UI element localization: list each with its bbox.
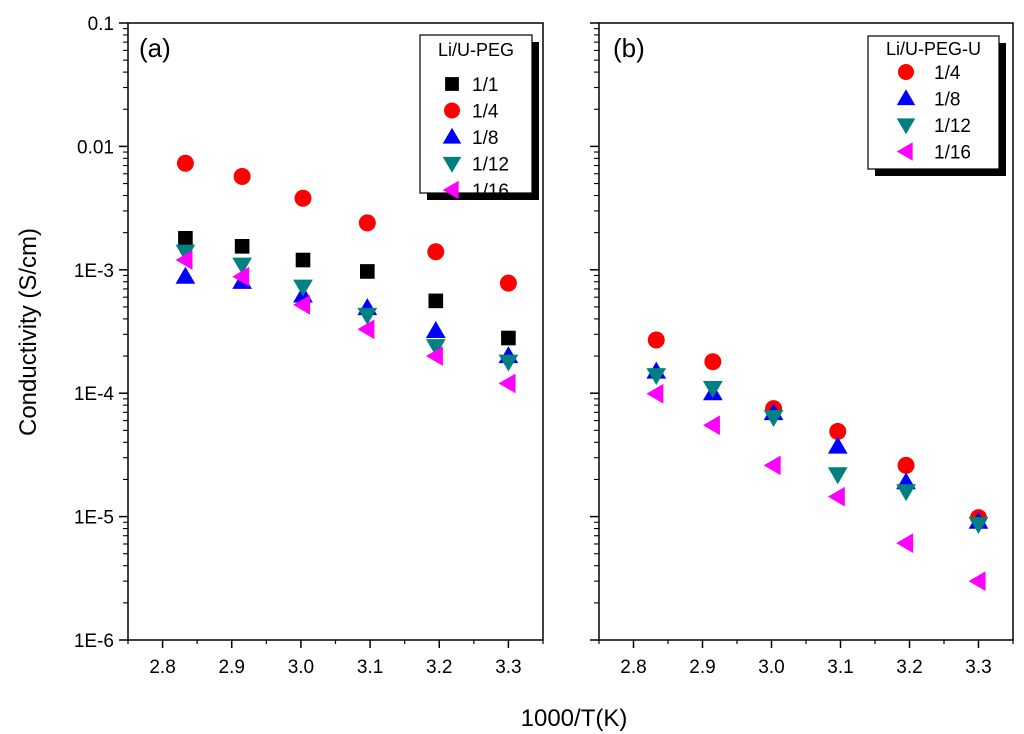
x-tick-label: 2.9 xyxy=(219,657,245,678)
legend-label: 1/16 xyxy=(934,143,971,164)
legend-marker-1-16 xyxy=(442,180,459,200)
x-axis-title: 1000/T(K) xyxy=(521,705,628,732)
legend-label: 1/12 xyxy=(934,116,971,137)
data-point-1-8 xyxy=(827,436,848,454)
data-point-1-4 xyxy=(704,353,722,371)
x-tick-label: 2.8 xyxy=(149,657,175,678)
panel-b: 2.8 2.9 3.0 3.1 3.2 3.3 (b) Li/U-PEG-U 1/4 1/8 1/1… xyxy=(590,22,1014,678)
y-tick-label: 1E-3 xyxy=(74,261,114,282)
x-tick-label: 3.3 xyxy=(965,657,991,678)
x-tick-label: 3.2 xyxy=(896,657,922,678)
data-point-1-12 xyxy=(896,484,916,502)
data-point-1-16 xyxy=(896,533,914,553)
data-point-1-4 xyxy=(647,331,665,349)
data-point-1-12 xyxy=(827,467,848,485)
data-point-1-12 xyxy=(702,380,723,398)
data-point-1-12 xyxy=(425,339,446,357)
data-point-1-1 xyxy=(234,239,250,254)
legend-label: 1/1 xyxy=(472,75,498,96)
legend-marker-1-4 xyxy=(444,102,460,119)
legend-title: Li/U-PEG xyxy=(438,40,514,60)
data-point-1-12 xyxy=(498,354,519,372)
y-tick-label: 1E-4 xyxy=(74,384,115,405)
data-point-1-16 xyxy=(968,571,986,591)
data-point-1-4 xyxy=(427,243,445,261)
data-point-1-4 xyxy=(499,274,517,292)
data-point-1-12 xyxy=(232,257,252,275)
data-point-1-4 xyxy=(176,154,194,172)
panel-label: (b) xyxy=(613,33,645,63)
legend-title: Li/U-PEG-U xyxy=(886,39,981,59)
data-point-1-1 xyxy=(178,230,193,246)
data-point-1-16 xyxy=(175,250,193,270)
legend-label: 1/8 xyxy=(934,90,960,111)
data-point-1-16 xyxy=(702,415,720,436)
panel-label: (a) xyxy=(139,33,171,63)
x-tick-label: 3.1 xyxy=(827,657,853,678)
y-tick-label: 1E-5 xyxy=(74,508,114,529)
legend: Li/U-PEG-U 1/4 1/8 1/12 1/16 xyxy=(867,35,1006,176)
data-point-1-16 xyxy=(425,346,443,366)
data-point-1-16 xyxy=(293,294,311,315)
legend-marker-1-12 xyxy=(896,118,916,135)
data-point-1-4 xyxy=(294,189,312,207)
x-tick-label: 3.0 xyxy=(288,657,314,678)
data-point-1-4 xyxy=(897,456,915,474)
legend-marker-1-4 xyxy=(898,64,914,80)
data-point-1-1 xyxy=(501,330,516,346)
legend-box xyxy=(867,35,1000,170)
legend-label: 1/4 xyxy=(472,102,499,123)
data-point-1-12 xyxy=(763,410,784,427)
data-point-1-4 xyxy=(829,422,847,440)
legend-label: 1/16 xyxy=(472,181,509,202)
data-point-1-4 xyxy=(358,214,376,232)
data-point-1-12 xyxy=(646,368,667,386)
y-tick-label: 1E-6 xyxy=(74,631,114,652)
data-point-1-16 xyxy=(357,319,375,340)
legend-label: 1/4 xyxy=(934,63,961,84)
x-tick-label: 3.1 xyxy=(357,657,383,678)
data-point-1-1 xyxy=(428,293,444,309)
data-point-1-8 xyxy=(425,321,446,338)
x-tick-label: 3.0 xyxy=(758,657,784,678)
x-tick-label: 3.3 xyxy=(495,657,521,678)
data-point-1-12 xyxy=(293,279,313,297)
legend-marker-1-12 xyxy=(442,156,462,173)
data-point-1-16 xyxy=(646,383,664,404)
legend-marker-1-1 xyxy=(445,77,459,91)
y-axis-title: Conductivity (S/cm) xyxy=(15,228,42,436)
data-point-1-8 xyxy=(175,266,196,284)
legend-marker-1-8 xyxy=(442,127,462,144)
data-point-1-16 xyxy=(498,373,516,394)
y-tick-label: 0.1 xyxy=(88,14,114,35)
x-tick-label: 2.8 xyxy=(620,657,646,678)
y-tick-label: 0.01 xyxy=(77,137,114,158)
legend-marker-1-8 xyxy=(896,89,916,106)
x-tick-label: 3.2 xyxy=(426,657,452,678)
panel-a: 2.8 2.9 3.0 3.1 3.2 3.3 0.1 0.01 1E-3 1E-4 1E-5 1E-… xyxy=(74,14,544,678)
data-point-1-12 xyxy=(175,244,196,262)
data-point-1-16 xyxy=(827,486,845,507)
data-point-1-1 xyxy=(295,252,311,268)
data-point-1-1 xyxy=(360,264,375,279)
x-tick-label: 2.9 xyxy=(689,657,715,678)
legend-box xyxy=(419,34,533,194)
legend-label: 1/12 xyxy=(472,155,509,176)
data-point-1-12 xyxy=(968,516,989,534)
legend-label: 1/8 xyxy=(472,128,498,149)
legend-marker-1-16 xyxy=(896,142,913,161)
legend: Li/U-PEG 1/1 1/4 1/8 1/12 1/16 xyxy=(419,34,539,202)
data-point-1-12 xyxy=(357,307,378,325)
data-point-1-4 xyxy=(233,168,251,186)
data-point-1-16 xyxy=(232,266,250,287)
data-point-1-16 xyxy=(763,455,781,476)
